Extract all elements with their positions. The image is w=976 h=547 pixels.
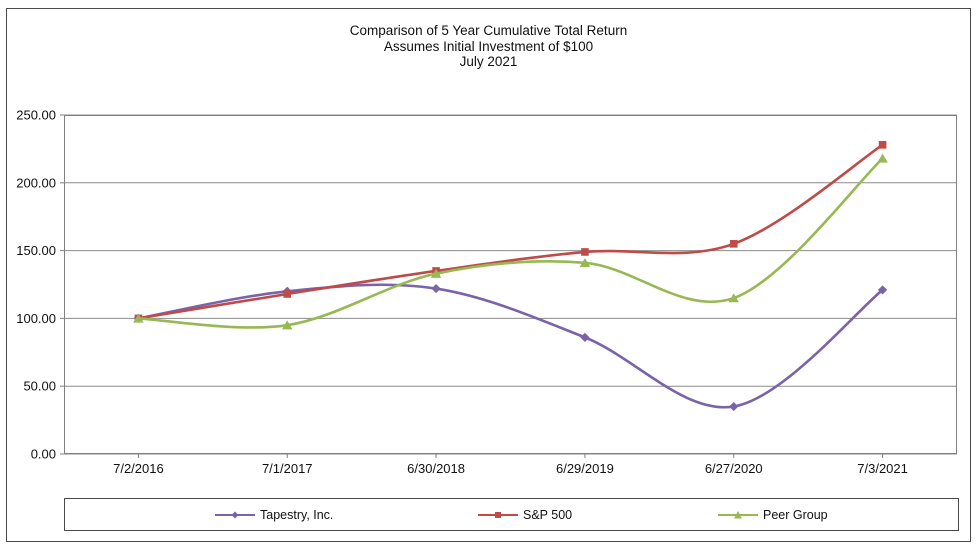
data-point	[877, 285, 888, 295]
legend-marker	[495, 511, 501, 518]
plot-border	[64, 115, 957, 454]
y-tick-label: 0.00	[31, 447, 56, 462]
tapestry-line-marker-icon	[215, 509, 255, 521]
y-tick-label: 50.00	[23, 379, 56, 394]
series-line	[137, 283, 884, 409]
data-point	[430, 268, 442, 278]
triangle-legend-glyph	[718, 510, 758, 518]
series-line	[137, 143, 884, 320]
peer-group-line-marker-icon	[718, 509, 758, 521]
data-point	[878, 141, 887, 149]
data-point	[579, 258, 591, 268]
chart-subtitle: Assumes Initial Investment of $100	[383, 38, 594, 54]
x-tick-label: 7/2/2016	[113, 461, 164, 476]
legend-label: Tapestry, Inc.	[260, 507, 334, 522]
y-tick-label: 150.00	[16, 243, 56, 258]
data-point	[877, 153, 888, 163]
data-point	[581, 248, 589, 256]
data-point	[729, 401, 739, 412]
legend-label: S&P 500	[523, 507, 573, 522]
legend-label: Peer Group	[763, 507, 828, 522]
data-point	[729, 240, 738, 248]
x-tick-label: 6/27/2020	[705, 461, 763, 476]
line-chart-plot: 0.00 50.00 100.00 150.00 200.00 250.00 7/2/201…	[16, 108, 957, 476]
x-tick-label: 6/30/2018	[407, 461, 465, 476]
sp500-line-marker-icon	[478, 509, 518, 521]
chart-outer-frame: Comparison of 5 Year Cumulative Total Re…	[6, 8, 971, 542]
plot-area-wrap: 0.00 50.00 100.00 150.00 200.00 250.00 7/2/201…	[16, 108, 957, 476]
square-legend-glyph	[478, 511, 518, 518]
x-tick-label: 7/1/2017	[262, 461, 313, 476]
data-point	[580, 332, 590, 342]
data-point	[133, 313, 144, 323]
legend-item-sp500: S&P 500	[478, 499, 572, 530]
y-tick-label: 200.00	[16, 175, 56, 190]
series-line	[137, 157, 884, 329]
legend-marker	[231, 511, 239, 518]
x-tick-label: 6/29/2019	[556, 461, 614, 476]
chart-title-block: Comparison of 5 Year Cumulative Total Re…	[7, 23, 970, 70]
legend: Tapestry, Inc. S&P 500 Peer Group	[64, 498, 959, 531]
legend-marker	[734, 510, 742, 518]
y-tick-label: 250.00	[16, 108, 56, 123]
y-tick-label: 100.00	[16, 311, 56, 326]
diamond-legend-glyph	[215, 511, 255, 518]
legend-item-tapestry: Tapestry, Inc.	[215, 499, 333, 530]
chart-subtitle-date: July 2021	[459, 54, 518, 69]
data-point	[431, 283, 441, 294]
chart-title: Comparison of 5 Year Cumulative Total Re…	[349, 23, 628, 38]
x-tick-label: 7/3/2021	[857, 461, 908, 476]
data-point	[282, 320, 293, 330]
legend-item-peer-group: Peer Group	[718, 499, 828, 530]
data-point	[728, 293, 739, 303]
data-point	[283, 290, 292, 298]
